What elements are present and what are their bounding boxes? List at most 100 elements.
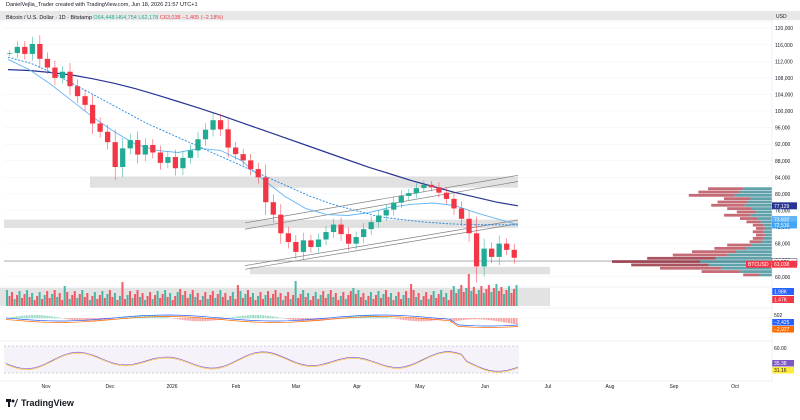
time-tick-label: Mar [292, 384, 301, 390]
profile-bar-buy [748, 201, 772, 204]
volume-bar [312, 296, 314, 306]
macd-hist-bar [410, 318, 412, 321]
macd-hist-bar [428, 318, 430, 321]
macd-hist-bar [184, 318, 186, 320]
macd-hist-bar [49, 316, 51, 318]
profile-bar [756, 234, 765, 237]
volume-bar [305, 297, 307, 306]
macd-hist-bar [212, 318, 214, 321]
macd-hist-bar [46, 316, 48, 319]
candle-body [60, 72, 65, 78]
volume-bar [498, 291, 500, 306]
volume-bar [167, 297, 169, 306]
macd-hist-bar [270, 316, 272, 318]
price-tick-label: 100,000 [775, 109, 793, 115]
candle-body [218, 120, 223, 129]
volume-bar [295, 281, 297, 306]
volume-bar [106, 294, 108, 306]
macd-hist-bar [295, 318, 297, 320]
volume-bar [214, 298, 216, 306]
volume-bar [455, 293, 457, 306]
volume-bar [234, 299, 236, 306]
volume-bar [270, 298, 272, 306]
volume-bar [357, 290, 359, 306]
volume-bar [187, 298, 189, 306]
price-tick-label: 68,000 [775, 242, 791, 248]
tradingview-logo[interactable]: TradingView [6, 398, 74, 408]
macd-hist-bar [232, 317, 234, 318]
macd-hist-bar [16, 316, 18, 318]
macd-hist-bar [247, 315, 249, 318]
volume-bar [495, 284, 497, 306]
macd-hist-bar [14, 317, 16, 319]
macd-hist-bar [473, 318, 475, 319]
profile-bar-buy [752, 207, 772, 210]
profile-bar [689, 194, 735, 197]
profile-bar [673, 254, 728, 257]
macd-hist-bar [480, 318, 482, 319]
price-tick-label: 92,000 [775, 142, 791, 148]
macd-hist-bar [192, 318, 194, 321]
volume-bar [287, 292, 289, 306]
candle-body [210, 120, 215, 130]
volume-bar [468, 274, 470, 306]
volume-bar [124, 299, 126, 306]
price-label: 72,516 [774, 223, 790, 229]
volume-bar [64, 286, 66, 306]
volume-bar [340, 296, 342, 306]
macd-hist-bar [41, 315, 43, 318]
macd-hist-bar [470, 318, 472, 319]
volume-bar [470, 291, 472, 306]
volume-bar [192, 290, 194, 306]
candle-body [301, 240, 306, 252]
volume-bar [229, 296, 231, 306]
low-value: L62,178 [138, 15, 158, 21]
macd-hist-bar [508, 318, 510, 323]
macd-hist-bar [398, 318, 400, 319]
volume-bar [254, 300, 256, 306]
macd-hist-bar [460, 318, 462, 320]
macd-hist-bar [29, 315, 31, 318]
candle-body [338, 225, 343, 235]
profile-bar [753, 224, 764, 227]
volume-bar [172, 300, 174, 306]
macd-hist-bar [74, 318, 76, 320]
macd-hist-bar [302, 318, 304, 321]
volume-bar [152, 299, 154, 306]
macd-hist-bar [64, 318, 66, 319]
volume-bar [297, 298, 299, 306]
volume-bar [352, 288, 354, 306]
volume-bar [39, 292, 41, 306]
macd-hist-bar [234, 317, 236, 319]
volume-bar [59, 293, 61, 306]
volume-bar [335, 293, 337, 306]
macd-hist-bar [463, 318, 465, 320]
profile-bar [724, 197, 750, 200]
candle-body [286, 233, 291, 242]
volume-bar [505, 290, 507, 306]
volume-bar [111, 297, 113, 306]
candle-body [173, 157, 178, 168]
profile-bar [740, 217, 758, 220]
volume-bar [475, 294, 477, 306]
volume-bar [448, 300, 450, 306]
time-tick-label: Jun [481, 384, 489, 390]
macd-hist-bar [510, 318, 512, 324]
macd-hist-bar [177, 318, 179, 319]
macd-hist-bar [515, 318, 517, 324]
macd-hist-bar [403, 318, 405, 320]
volume-bar [370, 292, 372, 306]
volume-bar [387, 297, 389, 306]
candle-body [353, 237, 358, 244]
volume-bar [372, 299, 374, 306]
candle-body [512, 250, 517, 258]
time-tick-label: Aug [606, 384, 615, 390]
candle-body [52, 68, 57, 78]
volume-bar [508, 286, 510, 306]
volume-bar [76, 298, 78, 306]
candle-body [150, 145, 155, 152]
profile-bar [698, 191, 738, 194]
macd-hist-bar [413, 318, 415, 321]
